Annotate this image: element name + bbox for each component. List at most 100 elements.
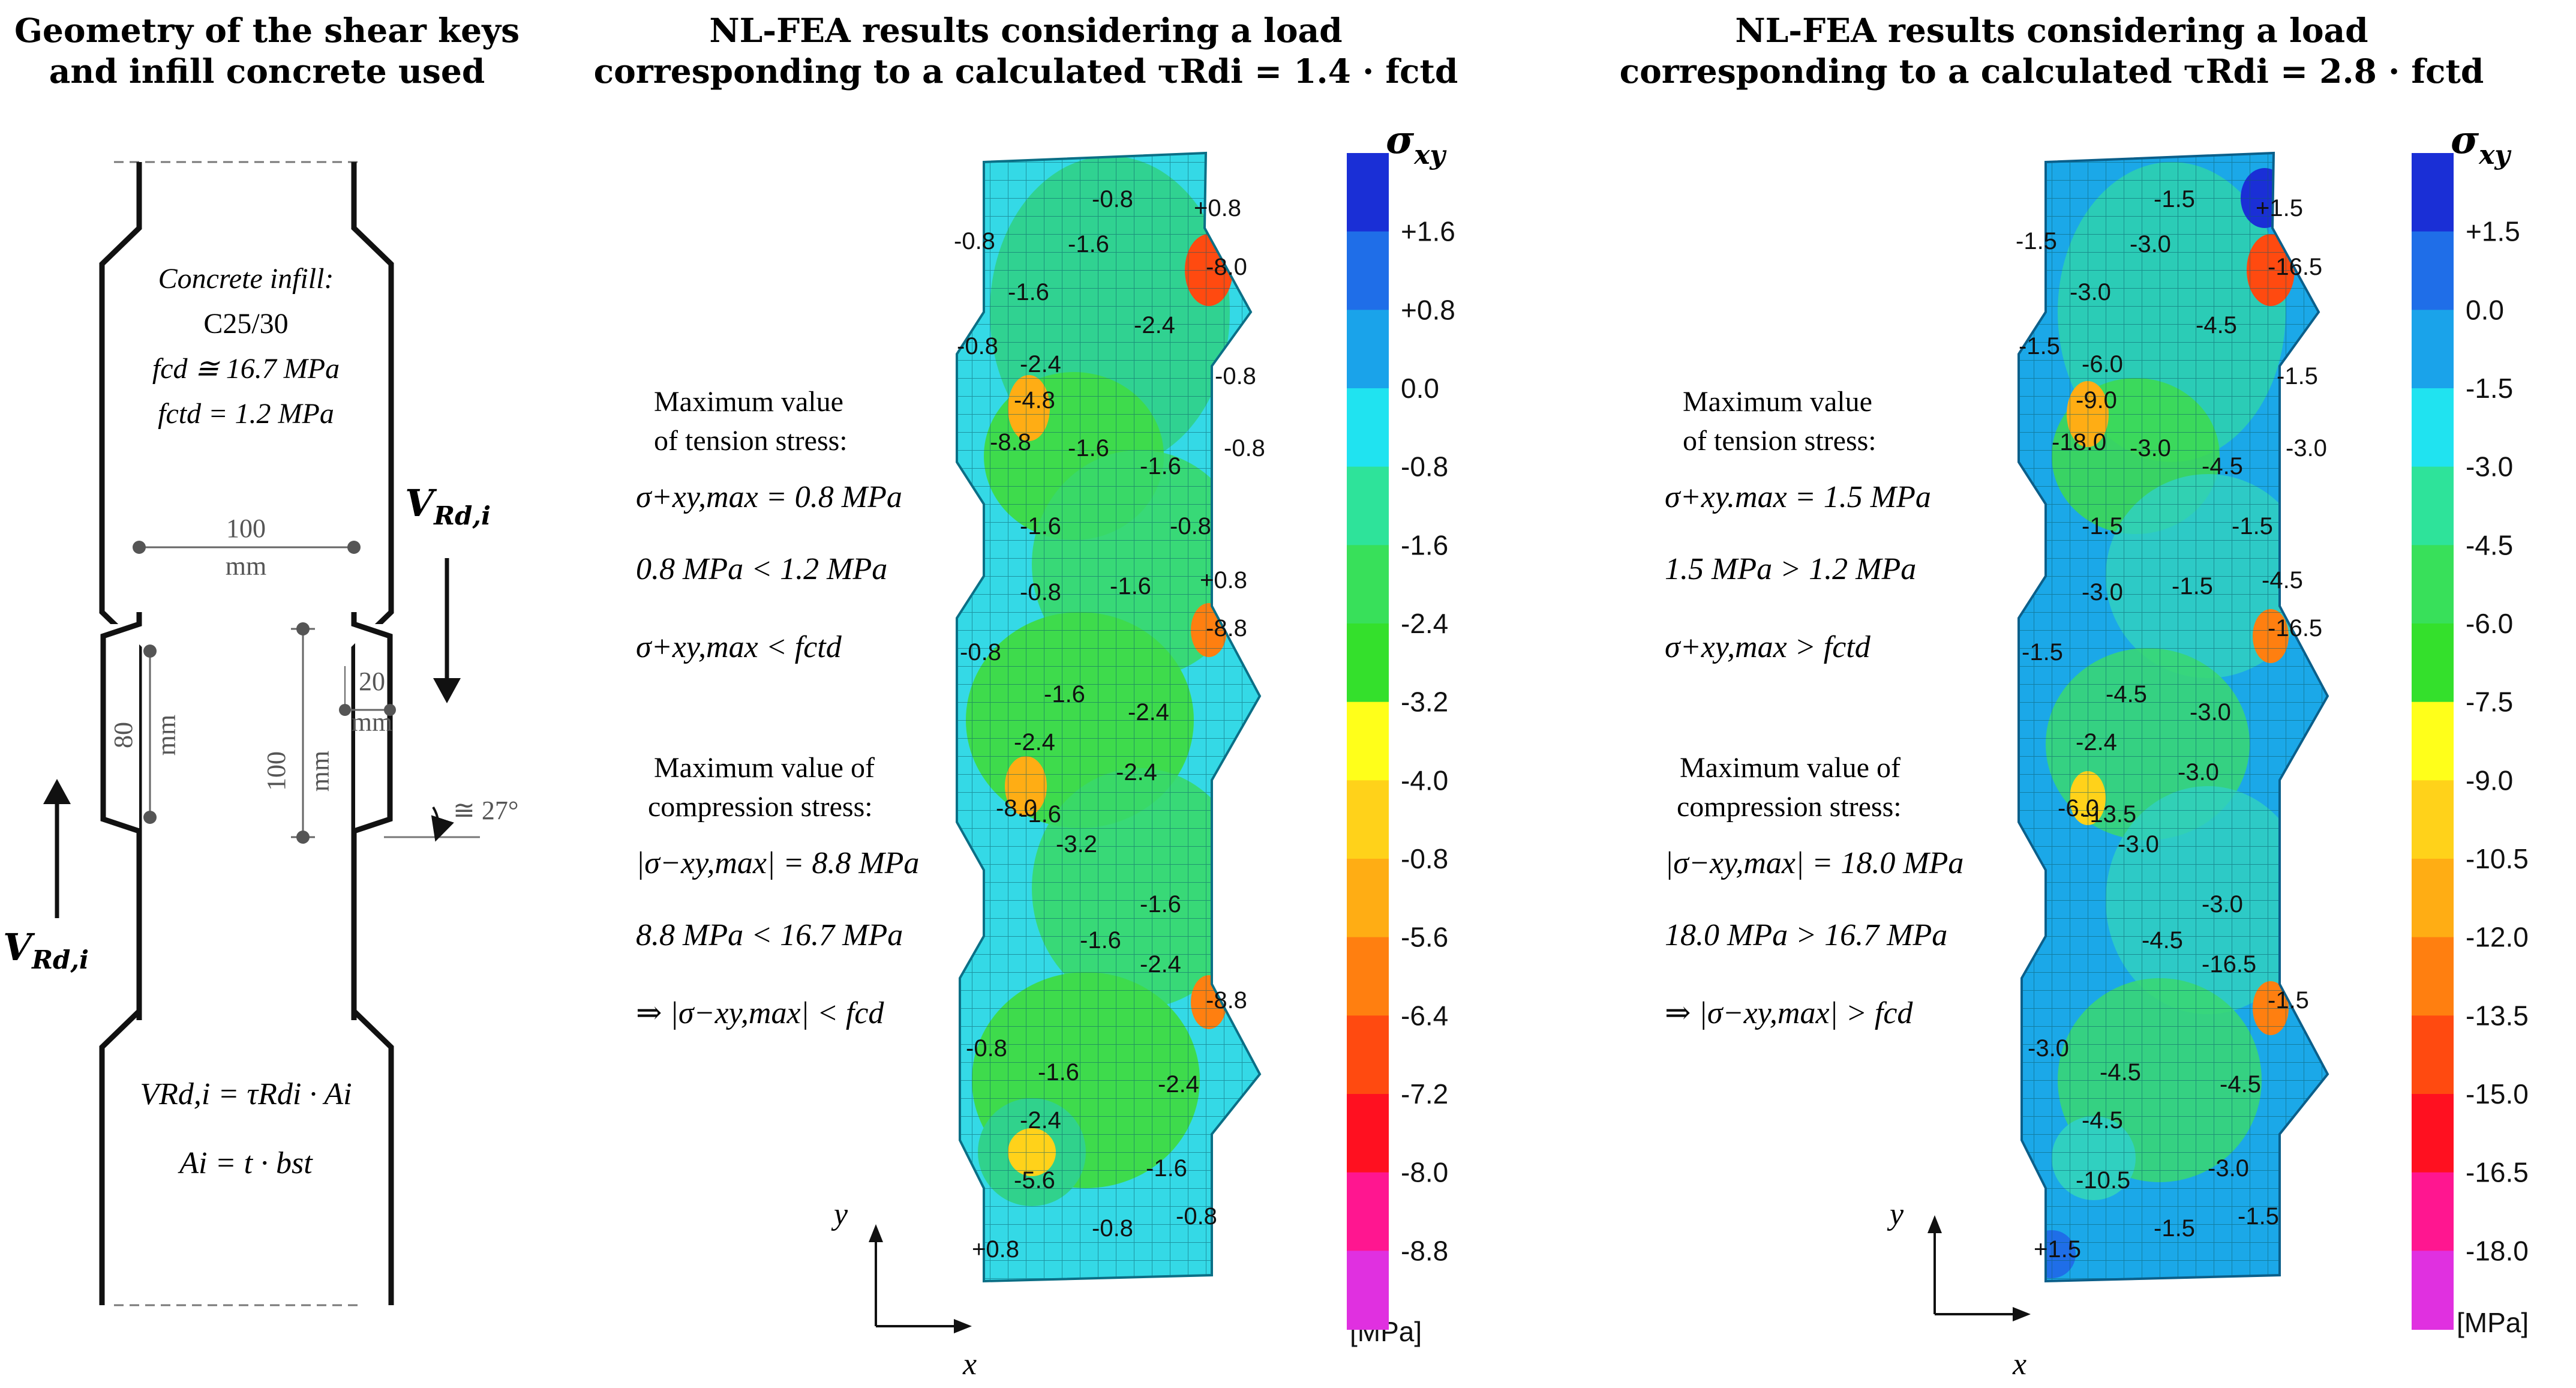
right-legend-swatch bbox=[2412, 780, 2454, 859]
mid-contour-label: -0.8 bbox=[1170, 513, 1211, 539]
right-tension-heading1: Maximum value bbox=[1683, 386, 1872, 418]
mid-contour-label: -1.6 bbox=[1080, 927, 1121, 954]
right-contour-label: -4.5 bbox=[2202, 453, 2243, 479]
mid-contour-label: -1.6 bbox=[1110, 573, 1151, 599]
mid-axes: y x bbox=[831, 1197, 977, 1381]
right-compression-heading1: Maximum value of bbox=[1680, 752, 1901, 784]
mid-contour-label: -2.4 bbox=[1020, 351, 1061, 377]
dim-spacing-value: 100 bbox=[262, 751, 291, 791]
mid-legend-label: -6.4 bbox=[1401, 1000, 1448, 1031]
mid-contour-label: -0.8 bbox=[1092, 1215, 1133, 1242]
mid-contour-label: -0.8 bbox=[1224, 435, 1265, 461]
mid-compression-conclusion: ⇒ |σ−xy,max| < fcd bbox=[636, 996, 884, 1030]
mid-legend-label: 0.0 bbox=[1401, 373, 1439, 404]
right-contour-label: +1.5 bbox=[2034, 1236, 2081, 1263]
dim-depth-unit: mm bbox=[352, 708, 392, 737]
mid-contour-label: -2.4 bbox=[1014, 729, 1055, 756]
angle-annotation: ≅ 27° bbox=[384, 796, 518, 842]
right-legend-label: -7.5 bbox=[2466, 686, 2513, 718]
right-title-line2: corresponding to a calculated τRdi = 2.8… bbox=[1620, 52, 2484, 91]
mid-contour-label: -0.8 bbox=[1020, 579, 1061, 605]
right-contour-label: -1.5 bbox=[2277, 363, 2318, 389]
right-contour-label: -16.5 bbox=[2268, 615, 2322, 641]
load-label-left: VRd,i bbox=[3, 925, 89, 975]
right-contour-label: -4.5 bbox=[2220, 1071, 2261, 1098]
mid-contour-label: -4.8 bbox=[1014, 387, 1055, 413]
mid-legend-swatch bbox=[1347, 937, 1389, 1017]
mid-legend-swatch bbox=[1347, 231, 1389, 311]
mid-contour-label: -0.8 bbox=[966, 1035, 1007, 1062]
mid-legend-label: -7.2 bbox=[1401, 1078, 1448, 1110]
mid-title-line2: corresponding to a calculated τRdi = 1.4… bbox=[594, 52, 1458, 91]
mid-tension-heading1: Maximum value bbox=[654, 386, 843, 418]
mid-legend-swatch bbox=[1347, 780, 1389, 859]
right-compression-compare: 18.0 MPa > 16.7 MPa bbox=[1665, 918, 1947, 952]
right-compression-conclusion: ⇒ |σ−xy,max| > fcd bbox=[1665, 996, 1913, 1030]
right-legend-swatch bbox=[2412, 545, 2454, 624]
dim-key-height-value: 80 bbox=[109, 722, 138, 748]
mid-legend-label: -0.8 bbox=[1401, 843, 1448, 874]
mid-legend-swatch bbox=[1347, 310, 1389, 389]
right-contour-label: -3.0 bbox=[2118, 831, 2159, 858]
mid-contour-label: -2.4 bbox=[1128, 699, 1169, 726]
right-contour-label: -3.0 bbox=[2286, 435, 2327, 461]
mid-axis-y: y bbox=[831, 1197, 848, 1231]
right-contour-label: -4.5 bbox=[2082, 1107, 2123, 1134]
mid-contour-label: -1.6 bbox=[1068, 231, 1109, 257]
mid-legend-label: -5.6 bbox=[1401, 922, 1448, 953]
right-axis-y: y bbox=[1887, 1197, 1904, 1231]
right-legend-label: -3.0 bbox=[2466, 451, 2513, 482]
infill-fcd: fcd ≅ 16.7 MPa bbox=[152, 353, 340, 385]
mid-contour-label: -1.6 bbox=[1140, 891, 1181, 918]
right-contour-label: -10.5 bbox=[2076, 1167, 2130, 1194]
right-contour-label: -3.0 bbox=[2202, 891, 2243, 918]
mid-contour-label: -2.4 bbox=[1116, 759, 1157, 786]
mid-contour-label: -0.8 bbox=[1092, 186, 1133, 212]
right-contour-label: -1.5 bbox=[2019, 333, 2060, 359]
right-tension-max: σ+xy.max = 1.5 MPa bbox=[1665, 480, 1931, 514]
mid-contour-label: -1.6 bbox=[1068, 435, 1109, 461]
right-contour-label: -3.0 bbox=[2130, 231, 2171, 257]
mid-contour-label: -1.6 bbox=[1020, 801, 1061, 828]
mid-fea-mesh: -0.8+0.8-0.8-1.6-8.0-1.6-2.4-0.8-0.8-2.4… bbox=[954, 151, 1265, 1283]
right-contour-label: -16.5 bbox=[2202, 951, 2256, 978]
right-legend-swatch bbox=[2412, 702, 2454, 781]
right-contour-label: -1.5 bbox=[2082, 513, 2123, 539]
mid-contour-label: -5.6 bbox=[1014, 1167, 1055, 1194]
mid-legend-swatch bbox=[1347, 545, 1389, 624]
right-contour-label: -9.0 bbox=[2076, 387, 2117, 413]
right-contour-label: -6.0 bbox=[2058, 795, 2099, 822]
right-contour-label: -3.0 bbox=[2190, 699, 2231, 726]
mid-contour-label: -1.6 bbox=[1140, 453, 1181, 479]
mid-tension-conclusion: σ+xy,max < fctd bbox=[636, 630, 842, 664]
right-legend-swatch bbox=[2412, 623, 2454, 703]
dim-depth-value: 20 bbox=[359, 667, 385, 696]
right-legend-label: -4.5 bbox=[2466, 529, 2513, 560]
mid-contour-label: -8.0 bbox=[996, 795, 1037, 822]
right-legend-label: 0.0 bbox=[2466, 294, 2504, 325]
right-contour-label: +1.5 bbox=[2256, 195, 2303, 221]
right-tension-compare: 1.5 MPa > 1.2 MPa bbox=[1665, 552, 1916, 586]
mid-contour-label: -2.4 bbox=[1158, 1071, 1199, 1098]
right-compression-heading2: compression stress: bbox=[1677, 791, 1902, 823]
infill-line2: C25/30 bbox=[203, 308, 288, 340]
key-recesses bbox=[103, 624, 390, 828]
mid-contour-label: -1.6 bbox=[1146, 1155, 1187, 1182]
mid-legend-label: -1.6 bbox=[1401, 529, 1448, 560]
right-contour-label: -1.5 bbox=[2016, 228, 2057, 254]
right-legend-swatch bbox=[2412, 1015, 2454, 1095]
width-dimension: 100 mm bbox=[133, 514, 361, 581]
mid-contour-label: -0.8 bbox=[954, 228, 995, 254]
right-contour-label: -3.0 bbox=[2082, 579, 2123, 605]
dim-width-value: 100 bbox=[226, 514, 266, 543]
mid-axis-x: x bbox=[962, 1347, 977, 1381]
mid-contour-label: -1.6 bbox=[1020, 513, 1061, 539]
right-contour-label: -4.5 bbox=[2106, 681, 2147, 708]
mid-contour-label: -8.8 bbox=[1206, 987, 1247, 1014]
right-contour-label: -3.0 bbox=[2208, 1155, 2249, 1182]
right-contour-label: -6.0 bbox=[2082, 351, 2123, 377]
right-legend-label: -6.0 bbox=[2466, 608, 2513, 639]
formula-shear: VRd,i = τRdi · Ai bbox=[140, 1077, 352, 1111]
right-legend-swatch bbox=[2412, 859, 2454, 938]
